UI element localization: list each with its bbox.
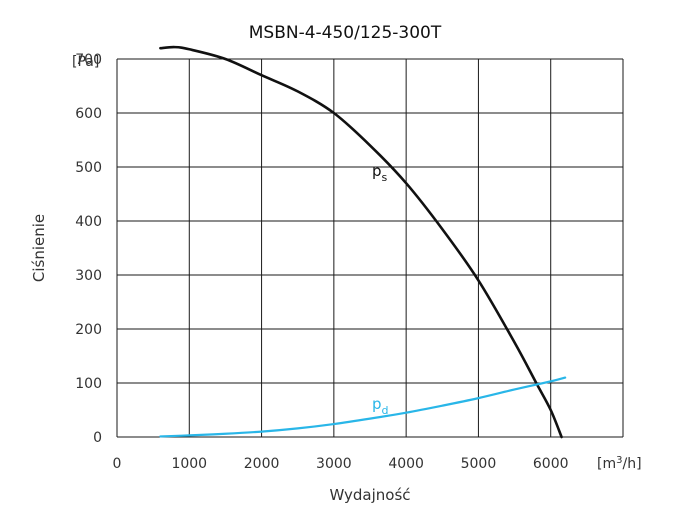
series-layer [159, 45, 567, 439]
x-axis-title: Wydajność [329, 486, 410, 504]
x-unit-suffix: /h] [622, 456, 641, 472]
y-unit-label: [Pa] [72, 54, 99, 70]
series-label-pd-sub: d [382, 404, 389, 417]
x-tick-label: 4000 [388, 456, 424, 472]
y-tick-label: 700 [75, 52, 102, 68]
series-label-ps: ps [372, 162, 388, 184]
x-tick-label: 6000 [533, 456, 569, 472]
x-tick-label: 2000 [244, 456, 280, 472]
x-tick-label: 1000 [171, 456, 207, 472]
x-tick-label: 5000 [461, 456, 497, 472]
y-tick-label: 400 [75, 214, 102, 230]
x-unit-prefix: [m [597, 456, 616, 472]
y-tick-label: 300 [75, 268, 102, 284]
series-line-ps [159, 45, 563, 439]
y-tick-label: 500 [75, 160, 102, 176]
x-tick-label: 3000 [316, 456, 352, 472]
series-label-pd: pd [372, 395, 389, 417]
x-tick-label: 0 [113, 456, 122, 472]
tick-labels: 0 1000 2000 3000 4000 5000 6000 0 100 200 300 400 50… [75, 52, 568, 472]
series-label-pd-main: p [372, 395, 382, 413]
x-unit-label: [m3/h] [597, 455, 642, 472]
chart-title: MSBN-4-450/125-300T [249, 23, 442, 43]
x-unit-sup: 3 [616, 455, 622, 466]
y-tick-label: 600 [75, 106, 102, 122]
grid [116, 58, 624, 438]
y-tick-label: 200 [75, 322, 102, 338]
y-axis-title: Ciśnienie [30, 214, 48, 282]
y-tick-label: 0 [93, 430, 102, 446]
series-label-ps-sub: s [382, 171, 388, 184]
series-label-ps-main: p [372, 162, 382, 180]
series-line-pd [159, 376, 567, 438]
y-tick-label: 100 [75, 376, 102, 392]
